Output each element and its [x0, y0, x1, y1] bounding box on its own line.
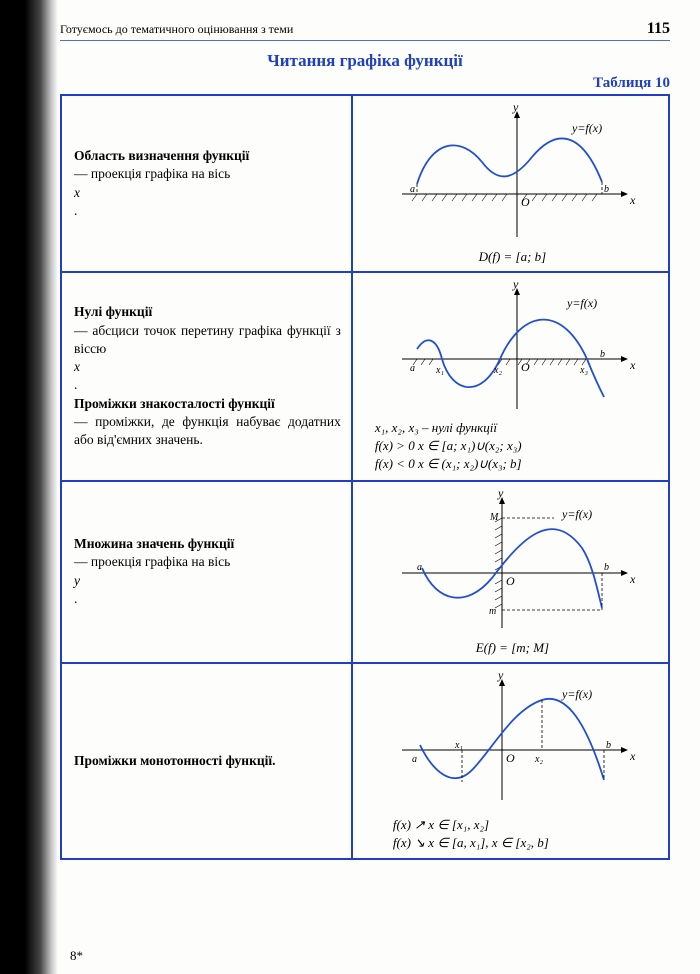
monotone-line: f(x) ↘ x ∈ [a, x₁], x ∈ [x₂, b] [393, 834, 662, 852]
svg-text:a: a [412, 754, 417, 765]
header-text: Готуємось до тематичного оцінювання з те… [60, 22, 293, 37]
svg-text:a: a [410, 363, 415, 374]
svg-text:y: y [497, 488, 504, 500]
graph-range: y x O M m a b y=f(x [353, 482, 668, 662]
signature-mark: 8* [70, 948, 83, 964]
table-row: Множина значень функції — проекція графі… [62, 482, 668, 664]
running-header: Готуємось до тематичного оцінювання з те… [60, 20, 670, 41]
plot-domain: y x O a b y=f(x) [382, 102, 642, 247]
page-title: Читання графіка функції [60, 51, 670, 71]
svg-text:m: m [489, 606, 496, 617]
svg-text:x: x [629, 749, 636, 763]
table-label: Таблиця 10 [60, 75, 670, 92]
svg-text:a: a [417, 562, 422, 573]
plot-zeros: y x O a x₁ x₂ x₃ b y=f(x) [382, 279, 642, 419]
page-number: 115 [647, 20, 670, 38]
monotone-line: f(x) ↗ x ∈ [x₁, x₂] [393, 816, 662, 834]
svg-text:O: O [506, 751, 515, 765]
content-table: Область визначення функції — проекція гр… [60, 94, 670, 860]
graph-monotone: y x O a x₁ x₂ b y=f(x) f(x) ↗ x ∈ [x₁, x… [353, 664, 668, 858]
svg-text:x: x [629, 193, 636, 207]
svg-text:x₂: x₂ [534, 754, 543, 765]
svg-text:O: O [521, 195, 530, 209]
zeros-line: f(x) > 0 x ∈ [a; x₁)∪(x₂; x₃) [375, 437, 662, 455]
svg-text:y=f(x): y=f(x) [561, 507, 592, 521]
svg-text:y=f(x): y=f(x) [561, 687, 592, 701]
svg-text:a: a [410, 184, 415, 195]
def-monotone: Проміжки монотонності функції. [62, 664, 353, 858]
svg-text:b: b [600, 349, 605, 360]
svg-text:y: y [512, 279, 519, 291]
svg-text:M: M [489, 512, 499, 523]
table-row: Нулі функції — абсциси точок перетину гр… [62, 273, 668, 482]
svg-text:y=f(x): y=f(x) [571, 121, 602, 135]
table-row: Область визначення функції — проекція гр… [62, 96, 668, 273]
def-zeros: Нулі функції — абсциси точок перетину гр… [62, 273, 353, 480]
svg-text:b: b [606, 740, 611, 751]
zeros-line: f(x) < 0 x ∈ (x₁; x₂)∪(x₃; b] [375, 455, 662, 473]
table-row: Проміжки монотонності функції. y x O a x… [62, 664, 668, 858]
monotone-lines: f(x) ↗ x ∈ [x₁, x₂] f(x) ↘ x ∈ [a, x₁], … [363, 816, 662, 852]
graph-domain: y x O a b y=f(x) [353, 96, 668, 271]
svg-text:b: b [604, 562, 609, 573]
svg-text:y=f(x): y=f(x) [566, 296, 597, 310]
def-range: Множина значень функції — проекція графі… [62, 482, 353, 662]
graph-zeros: y x O a x₁ x₂ x₃ b y=f(x) [353, 273, 668, 480]
svg-text:O: O [521, 360, 530, 374]
svg-text:O: O [506, 574, 515, 588]
svg-text:x₁: x₁ [435, 365, 444, 376]
svg-text:x₃: x₃ [579, 365, 588, 376]
plot-monotone: y x O a x₁ x₂ b y=f(x) [382, 670, 642, 810]
svg-text:x₂: x₂ [493, 365, 502, 376]
def-domain: Область визначення функції — проекція гр… [62, 96, 353, 271]
svg-text:x₁: x₁ [454, 740, 463, 751]
svg-text:b: b [604, 184, 609, 195]
svg-text:x: x [629, 572, 636, 586]
zeros-line: x₁, x₂, x₃ – нулі функції [375, 419, 662, 437]
domain-formula: D(f) = [a; b] [363, 249, 662, 265]
range-formula: E(f) = [m; M] [363, 640, 662, 656]
svg-text:y: y [497, 670, 504, 682]
zeros-lines: x₁, x₂, x₃ – нулі функції f(x) > 0 x ∈ [… [363, 419, 662, 474]
scan-shadow [0, 0, 58, 974]
svg-text:y: y [512, 102, 519, 114]
svg-text:x: x [629, 358, 636, 372]
plot-range: y x O M m a b y=f(x [382, 488, 642, 638]
